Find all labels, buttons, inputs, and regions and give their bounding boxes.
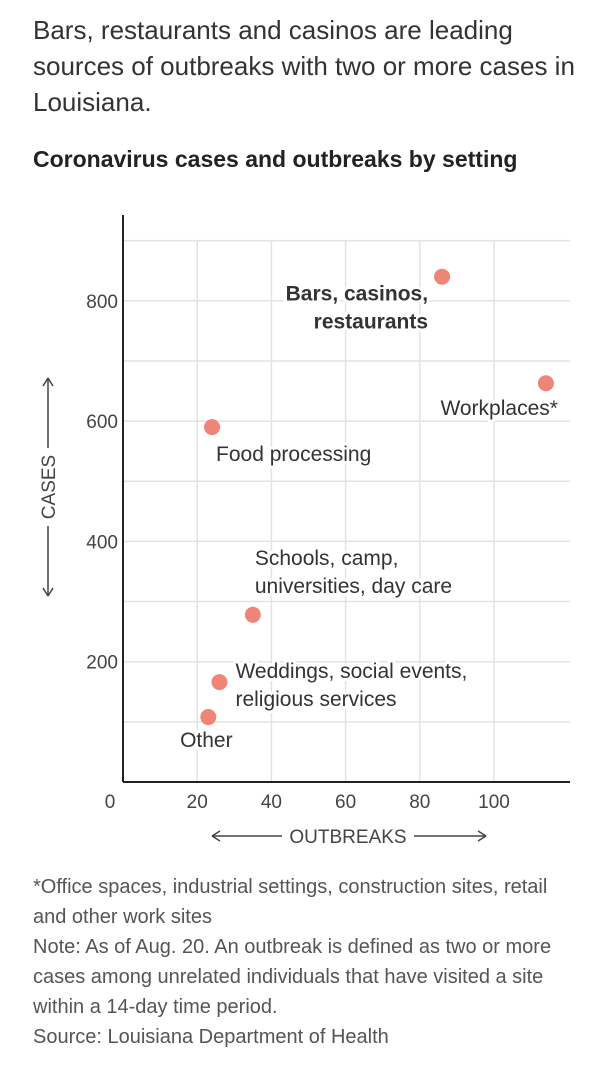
x-axis-label: OUTBREAKS	[289, 827, 406, 848]
point-label: Bars, casinos,	[286, 283, 428, 306]
point-label-halo: restaurants	[314, 311, 428, 334]
point-label: universities, day care	[255, 575, 452, 598]
point-label: Other	[180, 729, 233, 752]
data-point	[537, 375, 554, 392]
point-label: religious services	[235, 688, 396, 711]
data-point	[200, 709, 217, 726]
point-label-halo: Bars, casinos,	[286, 283, 428, 306]
data-point	[244, 606, 261, 623]
y-axis-label: CASES	[39, 455, 60, 519]
footnote-source: Source: Louisiana Department of Health	[33, 1026, 389, 1048]
point-label-halo: Schools, camp,	[255, 547, 399, 570]
point-label-halo: Weddings, social events,	[235, 660, 467, 683]
data-point	[204, 419, 221, 436]
y-axis-arrowhead-down	[42, 587, 54, 597]
headline: Bars, restaurants and casinos are leadin…	[33, 15, 575, 117]
chart-gridlines	[123, 239, 570, 782]
x-tick-label: 20	[187, 792, 208, 813]
y-tick-label: 400	[86, 532, 118, 553]
data-point	[211, 674, 228, 691]
footnote-asterisk: *Office spaces, industrial settings, con…	[33, 876, 548, 928]
point-label-halo: Other	[180, 729, 233, 752]
y-tick-label: 600	[86, 412, 118, 433]
point-label: restaurants	[314, 311, 428, 334]
point-label-halo: Workplaces*	[440, 397, 558, 420]
point-label-halo: religious services	[235, 688, 396, 711]
x-tick-label: 100	[478, 792, 510, 813]
chart-title: Coronavirus cases and outbreaks by setti…	[33, 146, 518, 172]
x-tick-label: 0	[105, 792, 116, 813]
x-axis-arrowhead-left	[211, 830, 221, 842]
chart-points	[200, 268, 554, 726]
y-tick-label: 800	[86, 292, 118, 313]
x-tick-label: 60	[335, 792, 356, 813]
point-label: Weddings, social events,	[235, 660, 467, 683]
x-tick-label: 40	[261, 792, 282, 813]
footnote-note: Note: As of Aug. 20. An outbreak is defi…	[33, 936, 552, 1018]
point-label: Workplaces*	[440, 397, 558, 420]
chart-point-labels: Bars, casinos,Bars, casinos,restaurantsr…	[177, 280, 561, 755]
x-axis-arrowhead-right	[477, 830, 487, 842]
chart-tick-labels: 0 20 40 60 80 100 200 400 600 800	[86, 292, 510, 813]
data-point	[434, 268, 451, 285]
y-axis-arrowhead-up	[42, 377, 54, 387]
point-label-halo: universities, day care	[255, 575, 452, 598]
point-label: Food processing	[216, 443, 371, 466]
chart-axes	[122, 215, 570, 783]
footnotes: *Office spaces, industrial settings, con…	[33, 872, 583, 1052]
point-label-halo: Food processing	[216, 443, 371, 466]
x-tick-label: 80	[409, 792, 430, 813]
y-tick-label: 200	[86, 653, 118, 674]
point-label: Schools, camp,	[255, 547, 399, 570]
chart-axis-labels: OUTBREAKS CASES	[39, 377, 487, 848]
